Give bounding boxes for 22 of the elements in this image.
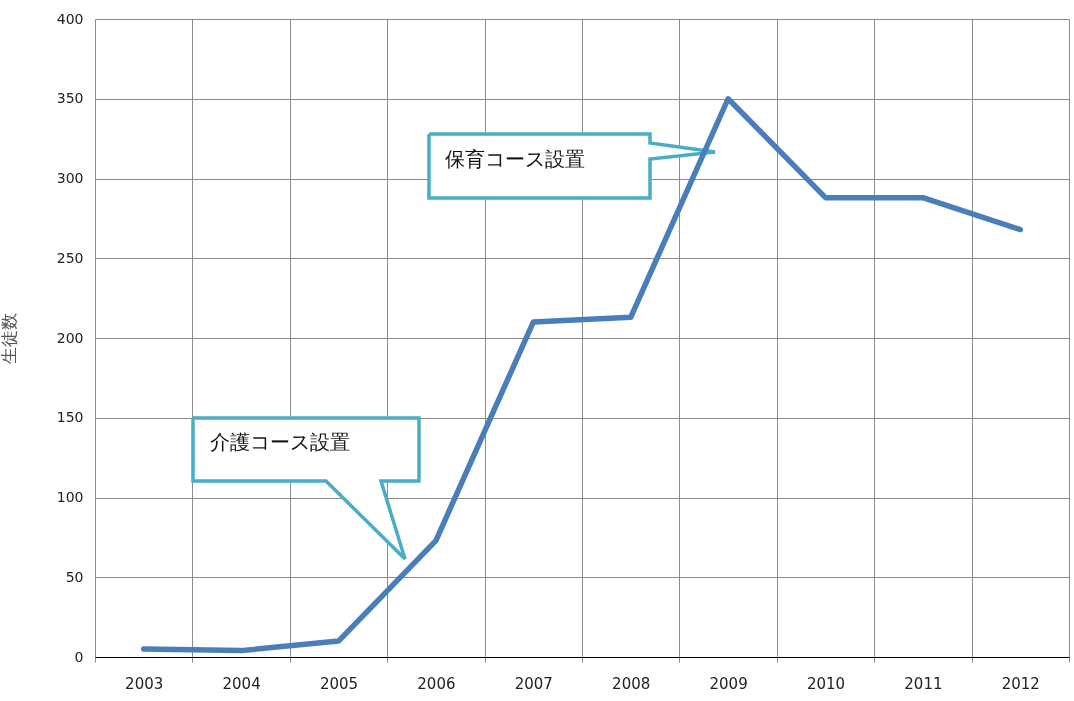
y-tick-label: 400: [56, 10, 84, 27]
y-axis-title: 生徒数: [0, 313, 19, 364]
y-tick-label: 250: [56, 249, 84, 266]
y-tick-label: 200: [56, 329, 84, 346]
y-tick-label: 300: [56, 170, 84, 186]
x-tick-label: 2003: [125, 674, 164, 693]
y-tick-label: 50: [65, 568, 84, 585]
x-tick-label: 2012: [1001, 674, 1040, 693]
x-tick-label: 2011: [904, 674, 943, 693]
x-tick-label: 2007: [514, 674, 553, 693]
x-tick-label: 2004: [222, 674, 261, 693]
x-tick-label: 2006: [417, 674, 456, 693]
y-tick-label: 150: [56, 409, 84, 426]
x-tick-label: 2010: [806, 674, 846, 693]
annotation: 介護コース設置: [210, 430, 350, 454]
y-tick-label: 0: [74, 648, 84, 665]
x-tick-label: 2009: [709, 674, 748, 693]
annotation: 保育コース設置: [445, 147, 585, 171]
x-tick-label: 2008: [612, 674, 651, 693]
y-tick-label: 100: [56, 489, 84, 505]
x-tick-label: 2005: [319, 674, 359, 693]
y-tick-label: 350: [56, 90, 84, 107]
